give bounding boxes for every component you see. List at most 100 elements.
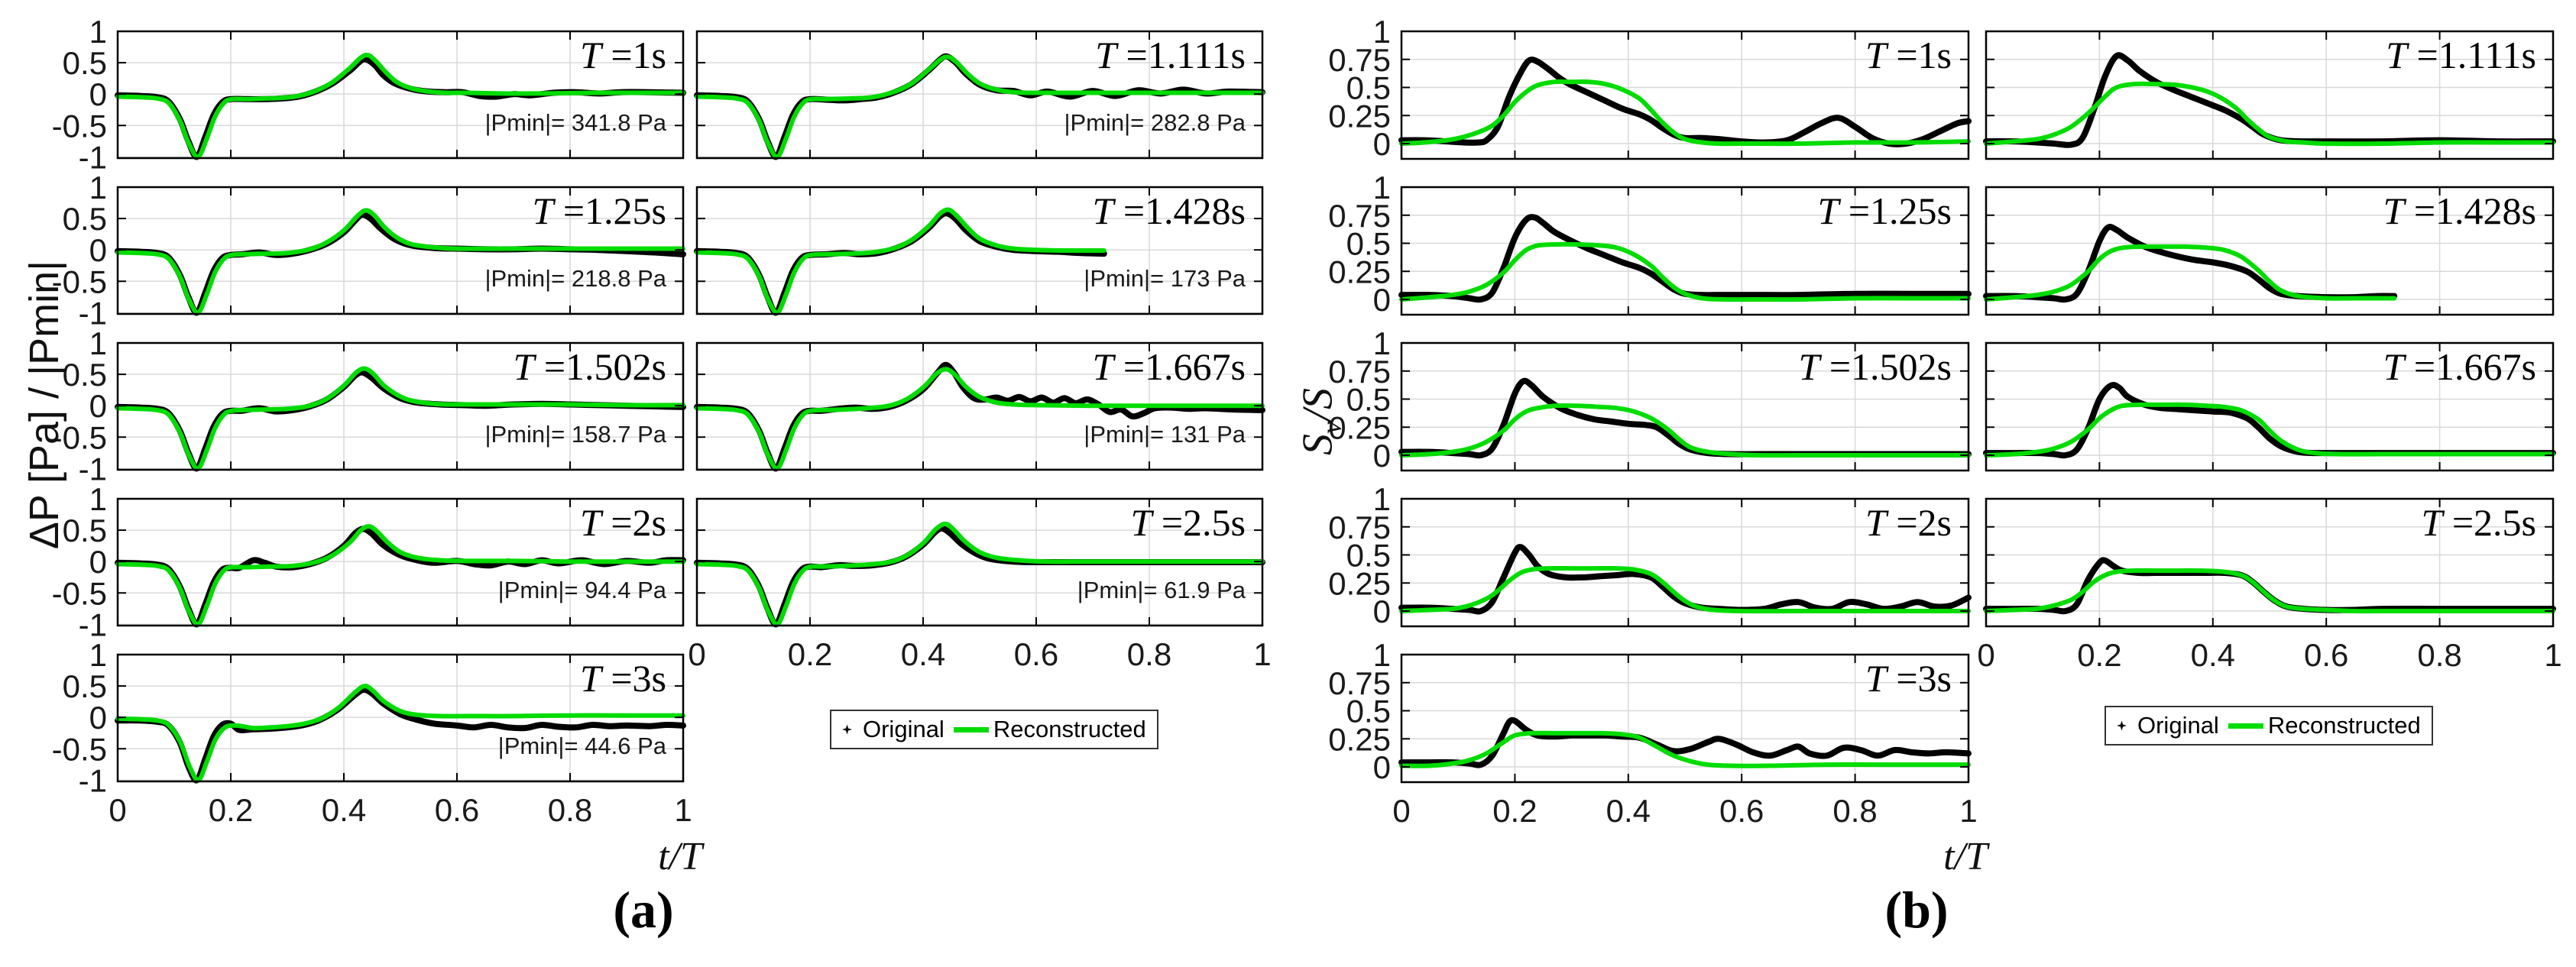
y-tick-label: -0.5 (52, 731, 107, 767)
subplot-title: T =1.502s (514, 345, 666, 388)
x-tick-label: 0.8 (548, 792, 592, 828)
panel-b-caption: (b) (1884, 881, 1949, 939)
pmin-label: |Pmin|= 61.9 Pa (1077, 577, 1246, 603)
original-marker-icon (842, 724, 852, 735)
y-tick-label: 1 (1373, 325, 1391, 361)
subplot-a-1.667s: T =1.667s |Pmin|= 131 Pa (694, 341, 1265, 472)
reconstructed-curve (695, 207, 1107, 315)
subplot-title: T =1.502s (1799, 345, 1952, 388)
subplot-title: T =1.111s (1095, 34, 1246, 76)
y-tick-label: 0.5 (1346, 70, 1391, 106)
subplot-title: T =2.5s (2422, 501, 2536, 544)
subplot-a-1.25s: T =1.25s |Pmin|= 218.8 Pa 10.50-0.5-1 (52, 170, 686, 331)
reconstructed-curve (695, 521, 1265, 627)
panel-a-y-axis-label: ΔP [Pa] / |Pmin| (21, 260, 67, 550)
subplot-title: T =1.111s (2386, 34, 2536, 76)
plot-background (118, 655, 683, 781)
subplot-a-2s: T =2s |Pmin|= 94.4 Pa 10.50-0.5-1 (52, 481, 686, 642)
pmin-label: |Pmin|= 131 Pa (1084, 421, 1246, 448)
subplot-title: T =2s (580, 501, 666, 544)
subplot-b-1s: T =1s 10.750.50.250 (1328, 14, 1972, 162)
y-tick-label: 1 (89, 14, 107, 50)
plot-border (1400, 186, 1970, 316)
reconstructed-curve (695, 367, 1265, 471)
reconstructed-curve (115, 524, 685, 627)
subplot-a-1.111s: T =1.111s |Pmin|= 282.8 Pa (694, 30, 1265, 160)
y-tick-label: 1 (89, 325, 107, 361)
subplot-title: T =1.428s (2383, 189, 2536, 232)
y-tick-label: -1 (79, 606, 107, 642)
y-tick-label: 1 (89, 481, 107, 517)
subplot-b-1.25s: T =1.25s 10.750.50.250 (1328, 170, 1972, 318)
y-tick-label: 1 (1373, 170, 1391, 205)
reconstructed-line-icon (2228, 723, 2263, 729)
x-tick-label: 1 (674, 792, 692, 828)
panel-b-ylabel-subscript: v (1315, 421, 1347, 434)
pmin-label: |Pmin|= 44.6 Pa (498, 733, 667, 759)
x-tick-label: 0.6 (2304, 637, 2348, 673)
legend-original-label: Original (863, 716, 945, 742)
reconstructed-curve (1399, 403, 1971, 458)
plot-border (695, 30, 1264, 160)
panel-a-legend: Original Reconstructed (830, 710, 1158, 749)
y-tick-label: 0.75 (1328, 42, 1391, 78)
plot-border (1985, 341, 2555, 472)
y-tick-label: 0.5 (63, 45, 107, 81)
x-tick-label: 0.4 (2191, 637, 2235, 673)
y-tick-label: 0.25 (1328, 98, 1391, 134)
y-tick-label: 0 (89, 232, 107, 268)
plot-border (1985, 497, 2555, 628)
y-tick-label: 0.75 (1328, 509, 1391, 545)
x-tick-label: 1 (2544, 637, 2561, 673)
y-tick-label: -1 (79, 451, 107, 487)
x-tick-label: 0.8 (2417, 637, 2461, 673)
x-tick-label: 0 (109, 792, 126, 828)
subplot-title: T =2s (1865, 501, 1952, 544)
reconstructed-curve (1984, 81, 2555, 147)
y-tick-label: 0.25 (1328, 565, 1391, 601)
original-curve (1398, 716, 1972, 768)
subplot-a-1.502s: T =1.502s |Pmin|= 158.7 Pa 10.50-0.5-1 (52, 325, 686, 487)
reconstructed-curve (1984, 568, 2555, 614)
original-curve (1398, 214, 1972, 303)
reconstructed-curve (115, 208, 685, 315)
y-tick-label: 0.5 (63, 513, 107, 548)
y-tick-label: 0 (89, 700, 107, 736)
x-tick-label: 1 (1253, 636, 1271, 672)
pmin-label: |Pmin|= 94.4 Pa (498, 577, 667, 603)
y-tick-label: 0.5 (1346, 226, 1391, 262)
plot-border (695, 341, 1264, 471)
subplot-title: T =1.25s (533, 189, 666, 232)
reconstructed-curve (115, 52, 685, 160)
y-tick-label: -1 (79, 295, 107, 331)
x-tick-label: 0.4 (1606, 793, 1651, 829)
pmin-label: |Pmin|= 282.8 Pa (1064, 109, 1246, 136)
x-tick-label: 0 (688, 636, 705, 672)
x-tick-label: 0 (1392, 793, 1410, 829)
y-tick-label: 0 (1373, 749, 1391, 785)
y-tick-label: 0.5 (1346, 694, 1391, 729)
y-tick-label: 0.5 (63, 357, 107, 393)
y-tick-label: 0 (1373, 282, 1391, 318)
y-tick-label: 0.5 (1346, 382, 1391, 418)
reconstructed-curve (695, 54, 1265, 160)
subplot-a-1.428s: T =1.428s |Pmin|= 173 Pa (694, 186, 1264, 316)
legend-reconstructed-label: Reconstructed (993, 716, 1146, 742)
plot-background (697, 187, 1262, 314)
plot-border (1400, 497, 1970, 628)
plot-border (695, 186, 1264, 315)
plot-border (116, 497, 685, 627)
plot-border (1400, 30, 1970, 160)
y-tick-label: 0.5 (63, 201, 107, 237)
subplot-title: T =3s (1865, 657, 1952, 700)
x-tick-label: 0 (1977, 637, 1994, 673)
y-tick-label: 0.75 (1328, 354, 1391, 390)
plot-border (116, 653, 685, 783)
y-tick-label: -1 (79, 139, 107, 175)
x-tick-label: 0.2 (209, 792, 253, 828)
reconstructed-curve (115, 366, 685, 471)
panel-b-ylabel-main: S (1294, 433, 1342, 455)
subplot-title: T =1.667s (1093, 345, 1246, 388)
panel-b-legend: Original Reconstructed (2105, 706, 2433, 745)
